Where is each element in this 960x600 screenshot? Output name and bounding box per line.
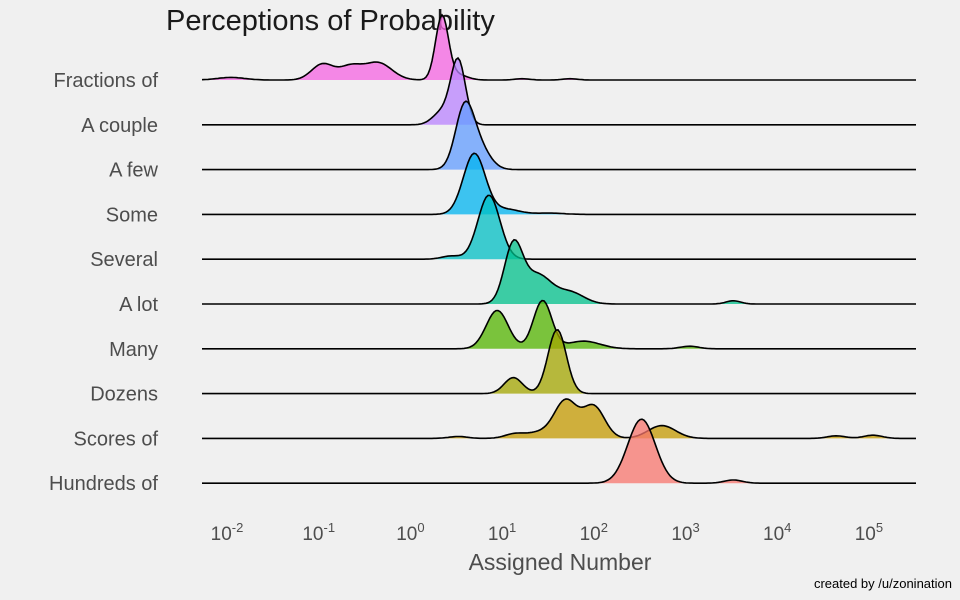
ridge-line (202, 100, 916, 171)
credit-text: created by /u/zonination (814, 576, 952, 591)
category-label: Dozens (90, 384, 158, 406)
ridge-line (202, 329, 916, 395)
ridge-line (202, 194, 916, 260)
ridge-fractions-of (201, 13, 916, 81)
x-tick-label: 10-1 (302, 520, 335, 545)
x-tick-label: 100 (396, 520, 424, 545)
ridges-group (201, 13, 916, 484)
x-tick-label: 103 (671, 520, 699, 545)
category-label: Many (109, 339, 158, 361)
category-label: A lot (119, 294, 158, 316)
category-label: Scores of (74, 428, 159, 450)
ridge-fill (600, 419, 750, 484)
ridge-some (202, 152, 916, 216)
ridge-scores-of (202, 398, 916, 440)
x-axis-label: Assigned Number (469, 549, 652, 575)
ridge-fill (442, 153, 566, 215)
ridge-hundreds-of (202, 418, 916, 484)
x-tick-label: 102 (580, 520, 608, 545)
ridge-a-lot (202, 238, 916, 305)
ridge-several (202, 194, 916, 260)
category-label: A couple (81, 115, 158, 137)
ridge-fill (486, 239, 746, 304)
ridge-line (202, 56, 916, 126)
x-axis-ticks: 10-2 10-1 100 101 102 103 104 105 (211, 520, 883, 545)
ridge-line (201, 13, 916, 81)
ridge-fill (436, 195, 522, 260)
ridge-a-couple (202, 56, 916, 126)
ridge-fill (438, 101, 508, 170)
ridge-a-few (202, 100, 916, 171)
category-label: Some (106, 204, 158, 226)
x-tick-label: 104 (763, 520, 791, 545)
ridge-line (202, 398, 916, 440)
ridge-line (202, 152, 916, 216)
x-tick-label: 10-2 (211, 520, 244, 545)
ridge-line (202, 418, 916, 484)
category-label: Hundreds of (49, 473, 158, 495)
x-tick-label: 105 (855, 520, 883, 545)
category-label: Several (90, 249, 158, 271)
ridge-line (202, 238, 916, 305)
ridge-fill (466, 300, 704, 349)
category-label: A few (109, 160, 158, 182)
category-label: Fractions of (54, 70, 159, 92)
category-labels: Fractions of A couple A few Some Several A lo… (49, 70, 159, 495)
ridge-dozens (202, 329, 916, 395)
ridge-fill (446, 399, 888, 439)
x-tick-label: 101 (488, 520, 516, 545)
